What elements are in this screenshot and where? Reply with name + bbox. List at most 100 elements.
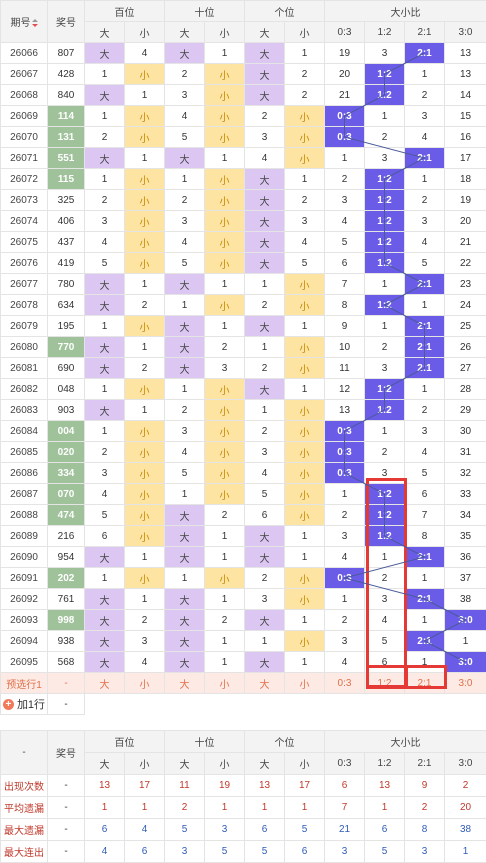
prediction-cell[interactable]: 大	[245, 673, 285, 694]
ratio-cell: 5	[405, 463, 445, 484]
small-cell: 3	[285, 211, 325, 232]
small-cell: 小	[125, 211, 165, 232]
big-cell: 大	[165, 547, 205, 568]
small-cell: 小	[205, 295, 245, 316]
prediction-cell[interactable]: 小	[125, 673, 165, 694]
sort-icon[interactable]	[32, 19, 38, 27]
big-cell: 大	[245, 190, 285, 211]
ratio-cell: 4	[405, 442, 445, 463]
prediction-cell[interactable]: 小	[205, 673, 245, 694]
big-cell: 4	[165, 106, 205, 127]
big-cell: 大	[85, 631, 125, 652]
ratio-cell: 1	[405, 568, 445, 589]
issue-cell: 26090	[1, 547, 48, 568]
small-cell: 1	[205, 43, 245, 64]
prediction-number: -	[48, 673, 85, 694]
issue-cell: 26079	[1, 316, 48, 337]
stats-number: -	[48, 841, 85, 863]
number-cell: 840	[48, 85, 85, 106]
ratio-cell: 27	[445, 358, 486, 379]
ratio-cell: 1	[405, 169, 445, 190]
ratio-cell: 4	[325, 652, 365, 673]
prediction-cell[interactable]: 大	[165, 673, 205, 694]
small-cell: 1	[205, 316, 245, 337]
small-cell: 1	[205, 526, 245, 547]
ratio-cell: 1:2	[365, 484, 405, 505]
issue-cell: 26076	[1, 253, 48, 274]
add-row-button[interactable]: +加1行	[3, 696, 45, 712]
big-cell: 大	[85, 337, 125, 358]
small-cell: 1	[285, 547, 325, 568]
prediction-cell[interactable]: 0:3	[325, 673, 365, 694]
ratio-cell: 21	[325, 85, 365, 106]
ratio-cell: 37	[445, 568, 486, 589]
big-cell: 2	[245, 421, 285, 442]
big-cell: 1	[245, 400, 285, 421]
ratio-cell: 28	[445, 379, 486, 400]
ratio-cell: 1	[365, 274, 405, 295]
prediction-cell[interactable]: 小	[285, 673, 325, 694]
small-cell: 小	[285, 295, 325, 316]
ratio-cell: 3	[325, 190, 365, 211]
small-cell: 5	[285, 253, 325, 274]
issue-cell: 26088	[1, 505, 48, 526]
big-cell: 大	[85, 295, 125, 316]
number-cell: 070	[48, 484, 85, 505]
issue-header[interactable]: 期号	[1, 1, 48, 43]
big-cell: 大	[85, 547, 125, 568]
small-cell: 1	[285, 379, 325, 400]
prediction-cell[interactable]: 1:2	[365, 673, 405, 694]
ratio-cell: 1:2	[365, 505, 405, 526]
big-cell: 5	[165, 253, 205, 274]
prediction-cell[interactable]: 3:0	[445, 673, 486, 694]
prediction-cell[interactable]: 2:1	[405, 673, 445, 694]
big-cell: 2	[245, 106, 285, 127]
hundreds-header: 百位	[85, 1, 165, 22]
big-cell: 大	[245, 64, 285, 85]
issue-cell: 26077	[1, 274, 48, 295]
big-cell: 大	[245, 610, 285, 631]
small-cell: 小	[205, 190, 245, 211]
small-cell: 1	[205, 589, 245, 610]
stats-value: 6	[325, 775, 365, 797]
issue-cell: 26085	[1, 442, 48, 463]
small-cell: 小	[285, 421, 325, 442]
small-cell: 小	[285, 337, 325, 358]
ratio-cell: 4	[325, 211, 365, 232]
stats-value: 20	[445, 797, 486, 819]
issue-cell: 26073	[1, 190, 48, 211]
prediction-cell[interactable]: 大	[85, 673, 125, 694]
small-subheader: 小	[125, 22, 165, 43]
small-cell: 小	[205, 127, 245, 148]
add-row-cell[interactable]: +加1行	[1, 694, 48, 715]
small-cell: 小	[205, 211, 245, 232]
prediction-label[interactable]: 预选行1	[1, 673, 48, 694]
issue-cell: 26069	[1, 106, 48, 127]
ratio-cell: 2	[365, 442, 405, 463]
small-cell: 小	[285, 631, 325, 652]
small-cell: 小	[125, 526, 165, 547]
small-cell: 小	[125, 253, 165, 274]
prediction-row[interactable]: 预选行1 - 大 小 大 小 大 小 0:3 1:2 2:1 3:0	[1, 673, 486, 694]
ratio-subheader: 2:1	[405, 753, 445, 775]
issue-cell: 26083	[1, 400, 48, 421]
issue-cell: 26081	[1, 358, 48, 379]
stats-value: 13	[245, 775, 285, 797]
ratio-cell: 1	[405, 64, 445, 85]
stats-value: 17	[285, 775, 325, 797]
small-cell: 小	[125, 379, 165, 400]
big-cell: 大	[245, 85, 285, 106]
ratio-cell: 4	[325, 547, 365, 568]
stats-label: 最大连出	[1, 841, 48, 863]
small-cell: 小	[285, 358, 325, 379]
stats-number: -	[48, 797, 85, 819]
small-cell: 小	[205, 568, 245, 589]
small-cell: 小	[205, 106, 245, 127]
ratio-cell: 1:2	[365, 85, 405, 106]
